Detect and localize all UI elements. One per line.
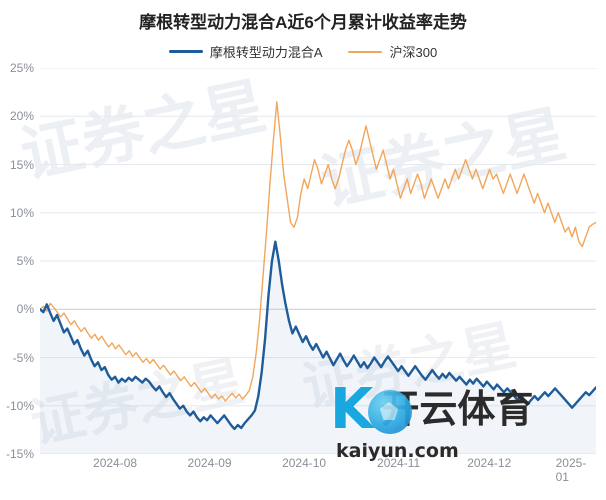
y-axis-tick-label: 25% [9,61,34,75]
plot-area [40,68,596,454]
legend-item-index[interactable]: 沪深300 [348,42,437,61]
legend-label-fund: 摩根转型动力混合A [209,45,323,60]
series-line [40,240,596,431]
series-canvas [40,68,596,454]
y-axis-tick-label: 5% [16,254,34,268]
x-axis-tick-label: 2024-09 [187,456,232,470]
x-axis-tick-label: 2024-11 [377,456,421,470]
legend-swatch-index [348,50,383,53]
y-axis-tick-label: -10% [5,398,34,413]
x-axis-tick-label: 2025-01 [555,456,587,484]
y-axis-tick-label: 20% [9,109,34,124]
legend-item-fund[interactable]: 摩根转型动力混合A [168,42,323,61]
x-axis-tick-label: 2024-10 [282,456,327,470]
x-axis-tick-label: 2024-08 [93,456,138,470]
series-line [40,101,596,402]
x-axis-tick-label: 2024-12 [467,456,512,470]
y-axis-tick-label: 15% [9,157,34,172]
y-axis-tick-label: -5% [12,350,34,365]
y-axis-tick-label: -15% [5,447,34,461]
legend-swatch-fund [168,50,203,53]
x-axis-labels: 2024-08 2024-09 2024-10 2024-11 2024-12 2025-… [40,456,596,484]
chart-legend: 摩根转型动力混合A 沪深300 [0,42,606,61]
y-axis-labels: 25% 20% 15% 10% 5% 0% -5% -10% -15% [0,61,38,461]
y-axis-tick-label: 10% [9,205,34,220]
chart-title: 摩根转型动力混合A近6个月累计收益率走势 [139,13,467,32]
legend-label-index: 沪深300 [389,45,438,60]
y-axis-tick-label: 0% [16,302,34,317]
